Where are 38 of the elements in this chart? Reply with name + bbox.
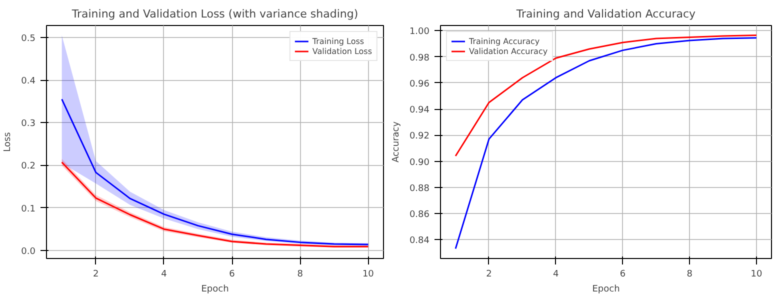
x-tick-label: 4 [552,270,559,280]
legend-label: Validation Loss [312,46,372,56]
y-tick-label: 1.00 [409,27,430,38]
chart-title: Training and Validation Loss (with variance shading) [70,8,358,20]
y-axis-title: Loss [3,132,14,152]
chart-title: Training and Validation Accuracy [515,8,696,20]
x-tick-label: 6 [620,270,626,280]
x-axis-title: Epoch [592,284,620,294]
legend-label: Training Accuracy [469,36,540,46]
x-tick-label: 2 [92,270,99,280]
y-tick-label: 0.3 [21,119,36,130]
x-tick-label: 8 [686,270,693,280]
legend-label: Training Loss [312,36,364,46]
y-tick-label: 0.86 [409,210,430,220]
y-tick-label: 0.0 [21,246,36,257]
x-tick-label: 2 [486,270,492,280]
x-tick-label: 8 [297,270,304,280]
x-axis-title: Epoch [201,284,229,294]
x-tick-label: 4 [161,270,168,280]
y-tick-label: 0.5 [21,34,36,44]
y-tick-label: 0.98 [409,53,430,64]
x-tick-label: 6 [229,270,236,280]
y-axis-title: Accuracy [391,120,402,163]
y-tick-label: 0.2 [21,162,36,172]
x-tick-label: 10 [362,270,374,280]
y-tick-label: 0.84 [409,236,430,246]
y-tick-label: 0.88 [409,184,430,194]
y-tick-label: 0.1 [21,204,36,214]
y-tick-label: 0.4 [21,76,36,87]
y-tick-label: 0.94 [409,106,430,116]
x-tick-label: 10 [750,270,762,280]
y-tick-label: 0.92 [409,132,430,142]
line-series [454,37,758,250]
legend-label: Validation Accuracy [469,46,548,56]
line-series [454,34,758,157]
y-tick-label: 0.96 [409,79,430,90]
line-series [61,98,369,246]
y-tick-label: 0.90 [409,158,430,168]
